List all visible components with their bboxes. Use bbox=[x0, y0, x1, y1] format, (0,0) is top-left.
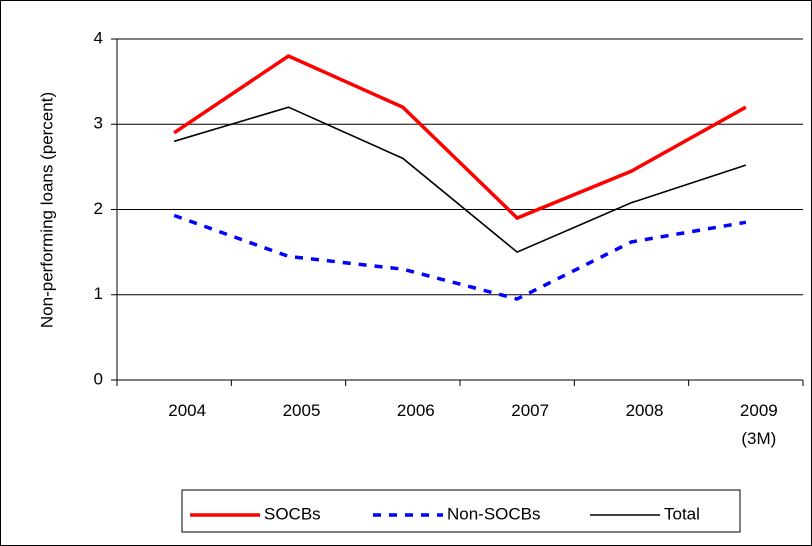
x-tick-label: 2006 bbox=[397, 401, 435, 420]
y-axis-label: Non-performing loans (percent) bbox=[37, 92, 56, 328]
legend-label: Total bbox=[664, 504, 700, 523]
y-tick-label: 3 bbox=[94, 114, 103, 133]
x-tick-label: 2005 bbox=[283, 401, 321, 420]
series-line bbox=[173, 54, 747, 221]
series-line bbox=[173, 106, 747, 254]
series-line bbox=[173, 213, 747, 301]
legend-label: SOCBs bbox=[264, 504, 321, 523]
x-tick-label: 2007 bbox=[511, 401, 549, 420]
y-tick-label: 0 bbox=[94, 369, 103, 388]
y-tick-label: 2 bbox=[94, 199, 103, 218]
y-tick-label: 4 bbox=[94, 28, 103, 47]
x-tick-label: 2009 (3M) bbox=[740, 401, 778, 448]
x-tick-label: 2008 bbox=[626, 401, 664, 420]
x-tick-label: 2004 bbox=[168, 401, 206, 420]
y-tick-label: 1 bbox=[94, 284, 103, 303]
legend-label: Non-SOCBs bbox=[447, 504, 541, 523]
legend-box bbox=[181, 489, 741, 533]
